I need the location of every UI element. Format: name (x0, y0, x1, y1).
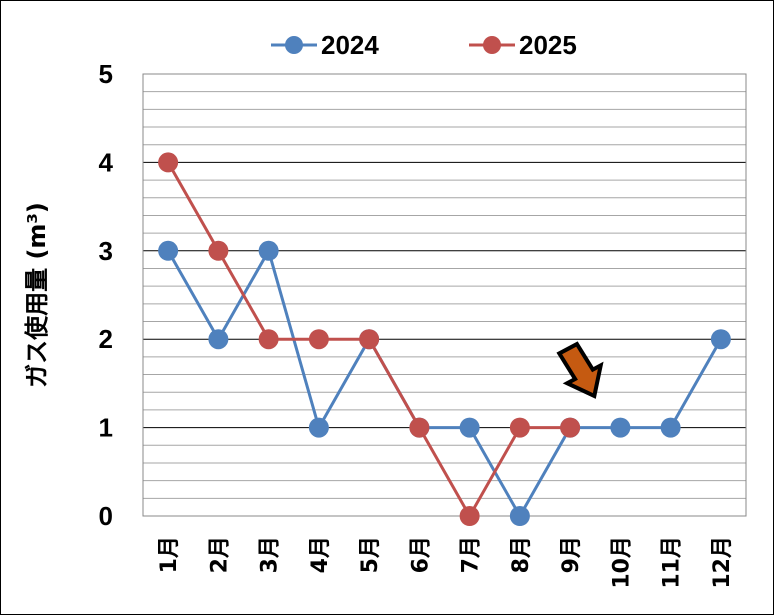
y-axis-ticks: 0 1 2 3 4 5 (99, 59, 114, 531)
y-tick-label: 5 (99, 59, 113, 89)
x-tick-label: 5月 (358, 536, 383, 573)
x-tick-label: 12月 (710, 536, 735, 589)
data-point (158, 240, 179, 261)
x-tick-label: 2月 (207, 536, 232, 573)
annotation (556, 341, 604, 399)
series-2024 (158, 240, 731, 526)
x-tick-label: 10月 (609, 536, 634, 589)
data-point (158, 152, 179, 173)
data-point (258, 240, 279, 261)
grid-lines (143, 73, 746, 517)
legend: 2024 2025 (271, 30, 577, 60)
series (158, 152, 731, 526)
legend-swatch-marker (483, 36, 501, 54)
data-point (660, 417, 681, 438)
x-tick-label: 9月 (559, 536, 584, 573)
x-tick-label: 8月 (509, 536, 534, 573)
legend-label: 2024 (321, 30, 379, 60)
y-tick-label: 0 (99, 501, 113, 531)
data-point (509, 506, 530, 526)
data-point (258, 329, 279, 350)
y-tick-label: 4 (99, 147, 114, 177)
data-point (710, 329, 731, 350)
y-tick-label: 1 (99, 413, 113, 443)
x-tick-label: 6月 (408, 536, 433, 573)
series-line (166, 249, 723, 518)
y-axis-label: ガス使用量 (m³) (23, 202, 51, 388)
data-point (409, 417, 430, 438)
x-tick-label: 7月 (459, 536, 484, 573)
legend-label: 2025 (519, 30, 577, 60)
x-axis-ticks: 1月 2月 3月 4月 5月 6月 7月 8月 9月 10月 11月 12月 (157, 536, 735, 589)
x-tick-label: 1月 (157, 536, 182, 573)
annotation-arrow (556, 341, 604, 399)
plot-area (142, 73, 747, 517)
y-tick-label: 3 (99, 236, 113, 266)
y-tick-label: 2 (99, 324, 113, 354)
data-point (308, 329, 329, 350)
data-point (560, 417, 581, 438)
x-tick-label: 3月 (258, 536, 283, 573)
data-point (509, 417, 530, 438)
data-point (308, 417, 329, 438)
legend-swatch-marker (285, 36, 303, 54)
data-point (208, 240, 229, 261)
series-2025 (158, 152, 581, 526)
data-point (459, 506, 480, 526)
data-point (459, 417, 480, 438)
x-tick-label: 4月 (308, 536, 333, 573)
x-tick-label: 11月 (660, 536, 685, 589)
data-point (359, 329, 380, 350)
data-point (208, 329, 229, 350)
data-point (610, 417, 631, 438)
